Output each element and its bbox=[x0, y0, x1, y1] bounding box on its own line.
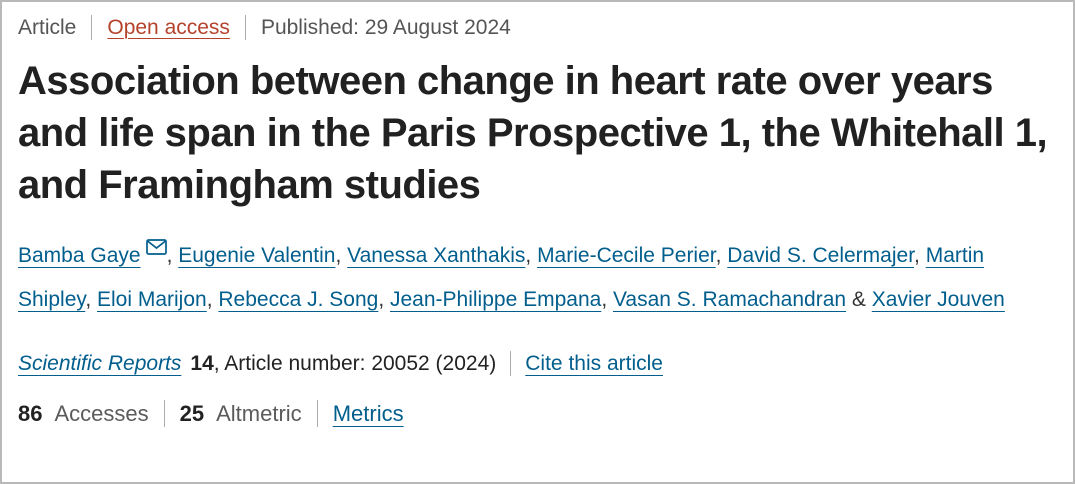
divider bbox=[244, 15, 246, 40]
metrics-row: 86 Accesses 25 Altmetric Metrics bbox=[18, 400, 1053, 427]
page-title-line: and life span in the Paris Prospective 1… bbox=[18, 111, 1048, 155]
author-separator: , bbox=[335, 244, 348, 267]
author-separator: & bbox=[846, 288, 872, 311]
authors-line: Bamba Gaye, Eugenie Valentin, Vanessa Xa… bbox=[18, 234, 1053, 322]
divider bbox=[91, 15, 93, 40]
journal-citation-row: Scientific Reports 14 , Article number: … bbox=[18, 351, 1053, 376]
author-link[interactable]: David S. Celermajer bbox=[727, 244, 915, 267]
author-separator: , bbox=[525, 244, 538, 267]
author-link[interactable]: Rebecca J. Song bbox=[218, 288, 379, 311]
author-separator: , bbox=[601, 288, 613, 311]
author-separator: , bbox=[715, 244, 728, 267]
author-link[interactable]: Bamba Gaye bbox=[18, 244, 141, 267]
author-link[interactable]: Vanessa Xanthakis bbox=[347, 244, 526, 267]
envelope-icon[interactable] bbox=[141, 234, 167, 278]
author-link[interactable]: Marie-Cecile Perier bbox=[537, 244, 716, 267]
accesses-label: Accesses bbox=[54, 400, 149, 426]
author-link[interactable]: Xavier Jouven bbox=[871, 288, 1005, 311]
open-access-link[interactable]: Open access bbox=[107, 15, 230, 39]
article-meta-row: Article Open access Published: 29 August… bbox=[18, 15, 1053, 40]
altmetric-count: 25 bbox=[179, 400, 205, 426]
journal-volume: 14 bbox=[190, 351, 214, 375]
author-separator: , bbox=[166, 244, 179, 267]
journal-name-link[interactable]: Scientific Reports bbox=[18, 351, 182, 375]
author-separator: , bbox=[914, 244, 926, 267]
divider bbox=[510, 351, 512, 376]
accesses-count: 86 bbox=[18, 400, 43, 426]
article-type-label: Article bbox=[18, 15, 77, 39]
divider bbox=[163, 400, 165, 427]
page-title-line: Association between change in heart rate… bbox=[18, 59, 993, 103]
published-date-text: Published: 29 August 2024 bbox=[260, 15, 511, 39]
author-link[interactable]: Vasan S. Ramachandran bbox=[612, 288, 847, 311]
author-separator: , bbox=[85, 288, 97, 311]
cite-this-article-link[interactable]: Cite this article bbox=[525, 351, 663, 375]
article-number-text: , Article number: 20052 (2024) bbox=[213, 351, 497, 375]
divider bbox=[316, 400, 318, 427]
author-link[interactable]: Jean-Philippe Empana bbox=[390, 288, 602, 311]
author-link[interactable]: Eloi Marijon bbox=[97, 288, 207, 311]
author-separator: , bbox=[206, 288, 219, 311]
author-separator: , bbox=[378, 288, 390, 311]
author-link[interactable]: Martin Shipley bbox=[18, 244, 985, 311]
page-title-line: and Framingham studies bbox=[18, 163, 481, 207]
author-link[interactable]: Eugenie Valentin bbox=[178, 244, 336, 267]
metrics-link[interactable]: Metrics bbox=[332, 400, 404, 426]
page-title: Association between change in heart rate… bbox=[18, 55, 1053, 211]
altmetric-label: Altmetric bbox=[216, 400, 302, 426]
